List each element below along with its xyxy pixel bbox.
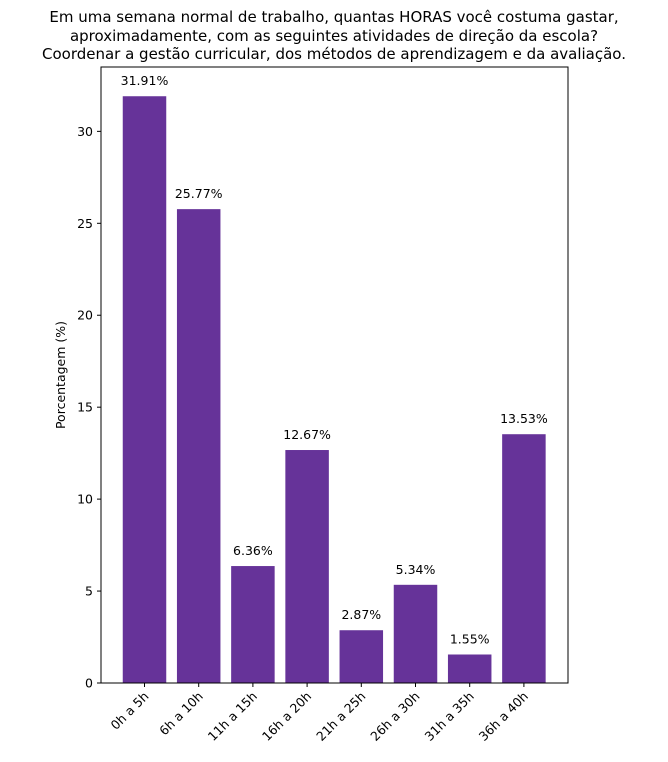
data-label-2: 6.36% — [233, 543, 273, 558]
y-axis-label: Porcentagem (%) — [53, 321, 68, 429]
bar-5 — [393, 584, 438, 683]
chart-title: Em uma semana normal de trabalho, quanta… — [42, 8, 626, 63]
x-tick-label-3: 16h a 20h — [259, 689, 314, 744]
bars-group — [122, 96, 546, 684]
chart-title-line-2: aproximadamente, com as seguintes ativid… — [70, 27, 598, 45]
data-label-6: 1.55% — [450, 631, 490, 646]
bar-0 — [122, 96, 167, 684]
y-tick-label-2: 10 — [77, 492, 93, 507]
data-label-1: 25.77% — [175, 186, 223, 201]
x-tick-label-1: 6h a 10h — [156, 689, 206, 739]
x-tick-label-7: 36h a 40h — [476, 689, 531, 744]
data-label-7: 13.53% — [500, 411, 548, 426]
y-tick-label-1: 5 — [85, 584, 93, 599]
y-tick-label-4: 20 — [77, 308, 93, 323]
plot-area-frame — [100, 66, 569, 684]
y-axis: 0 5 10 15 20 25 30 — [77, 124, 101, 691]
chart-title-line-3: Coordenar a gestão curricular, dos métod… — [42, 45, 626, 63]
data-label-4: 2.87% — [341, 607, 381, 622]
data-labels-group: 31.91% 25.77% 6.36% 12.67% 2.87% 5.34% 1.55% 13… — [121, 73, 548, 646]
bar-6 — [447, 654, 492, 683]
y-tick-label-6: 30 — [77, 124, 93, 139]
x-tick-label-5: 26h a 30h — [367, 689, 422, 744]
x-tick-label-4: 21h a 25h — [313, 689, 368, 744]
y-tick-label-5: 25 — [77, 216, 93, 231]
y-tick-label-3: 15 — [77, 400, 93, 415]
data-label-0: 31.91% — [121, 73, 169, 88]
bar-4 — [339, 630, 384, 683]
data-label-3: 12.67% — [283, 427, 331, 442]
data-label-5: 5.34% — [396, 562, 436, 577]
bar-2 — [231, 566, 275, 683]
bar-7 — [502, 434, 546, 683]
y-tick-label-0: 0 — [85, 676, 93, 691]
x-tick-label-0: 0h a 5h — [108, 689, 152, 733]
x-tick-label-6: 31h a 35h — [421, 689, 476, 744]
x-tick-label-2: 11h a 15h — [205, 689, 260, 744]
bar-3 — [285, 450, 329, 683]
bar-1 — [176, 209, 221, 683]
chart-title-line-1: Em uma semana normal de trabalho, quanta… — [49, 8, 618, 26]
